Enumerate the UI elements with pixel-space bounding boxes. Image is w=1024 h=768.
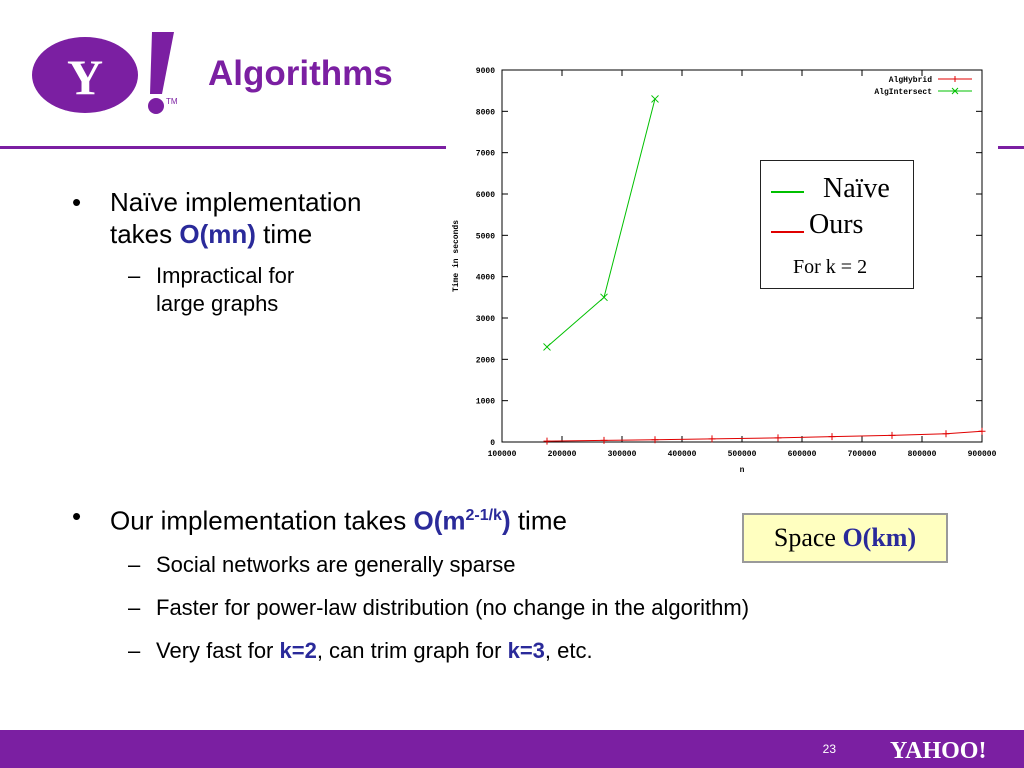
x-tick-label: 200000	[548, 450, 577, 459]
x-tick-label: 400000	[668, 450, 697, 459]
bullet-ours-prefix: Our implementation takes	[110, 505, 414, 536]
y-tick-label: 9000	[476, 67, 495, 76]
data-point	[543, 343, 551, 351]
yahoo-logo: Y! Y TM	[32, 32, 178, 114]
runtime-chart: 0 1000 2000 3000 4000 5000 6000 7000 8000 9000 100…	[452, 67, 997, 475]
y-tick-label: 7000	[476, 150, 495, 159]
x-tick-label: 600000	[788, 450, 817, 459]
bottom-bullets: • Our implementation takes O(m2-1/k) tim…	[72, 500, 749, 665]
x-tick-label: 500000	[728, 450, 757, 459]
series-line-AlgIntersect	[546, 98, 656, 348]
subbullet-impractical: – Impractical for large graphs	[72, 262, 361, 318]
title-rule-left	[0, 146, 446, 149]
bullet-ours-suffix: time	[510, 505, 567, 536]
x-tick-label: 100000	[488, 450, 517, 459]
legend-marker	[951, 87, 959, 95]
data-point	[600, 436, 608, 444]
bullet-ours-close: )	[501, 505, 511, 536]
y-tick-label: 6000	[476, 191, 495, 200]
subbullet-veryfast-suffix: , etc.	[544, 637, 593, 663]
data-point	[600, 293, 608, 302]
page-number: 23	[822, 742, 836, 756]
x-tick-label: 700000	[848, 450, 877, 459]
bullet-ours-exponent: 2-1/k	[465, 507, 502, 524]
y-tick-label: 1000	[476, 398, 495, 407]
space-complexity-box: Space O(km)	[742, 513, 948, 563]
legend-note: For k = 2	[793, 256, 868, 278]
data-point	[543, 437, 551, 445]
data-point	[888, 431, 896, 439]
y-tick-label: 3000	[476, 315, 495, 324]
y-axis-label: Time in seconds	[452, 220, 461, 292]
data-point	[942, 430, 950, 438]
subbullet-impractical-line1: Impractical for	[156, 263, 295, 288]
x-axis-label: n	[740, 466, 745, 475]
data-point	[774, 434, 782, 442]
bullet-naive-line2: takes O(mn) time	[110, 218, 361, 250]
subbullet-veryfast-prefix: Very fast for	[156, 637, 280, 663]
series-line-AlgHybrid	[546, 430, 983, 442]
naive-legend-line	[771, 191, 804, 193]
legend-label: AlgHybrid	[889, 76, 932, 85]
x-tick-label: 900000	[968, 450, 997, 459]
y-tick-label: 2000	[476, 356, 495, 365]
bullet-naive-suffix: time	[255, 219, 313, 249]
y-tick-label: 0	[490, 439, 495, 448]
svg-text:TM: TM	[166, 97, 178, 106]
data-point	[708, 435, 716, 443]
bullet-naive-line1: Naïve implementation	[110, 187, 362, 217]
subbullet-powerlaw: – Faster for power-law distribution (no …	[128, 594, 750, 620]
subbullet-sparse: – Social networks are generally sparse	[128, 551, 516, 577]
subbullet-sparse-text: Social networks are generally sparse	[156, 551, 516, 577]
bullet-naive: • Naïve implementation takes O(mn) time	[72, 187, 362, 250]
bullet-naive-prefix: takes	[110, 219, 180, 249]
slide-title: Algorithms	[208, 54, 393, 93]
top-bullets: • Naïve implementation takes O(mn) time …	[72, 186, 361, 318]
naive-legend-label: Naïve	[823, 173, 890, 204]
subbullet-impractical-line2: large graphs	[156, 291, 279, 316]
footer-yahoo-logo: YAHOO!	[890, 738, 986, 764]
data-point	[651, 436, 659, 444]
y-tick-label: 5000	[476, 232, 495, 241]
y-tick-label: 8000	[476, 108, 495, 117]
bullet-ours: • Our implementation takes O(m2-1/k) tim…	[72, 501, 567, 536]
space-prefix: Space	[773, 523, 843, 552]
footer-bar: 23	[0, 730, 1024, 768]
title-rule-right	[998, 146, 1024, 149]
subbullet-veryfast: – Very fast for k=2, can trim graph for …	[128, 637, 593, 663]
footer-logo-text: YAHOO!	[890, 738, 986, 764]
legend-marker	[952, 76, 958, 82]
data-point	[978, 427, 986, 435]
data-point	[651, 95, 659, 103]
ours-legend-line	[771, 231, 804, 233]
svg-text:Y: Y	[67, 49, 103, 105]
overlay-legend: Naïve Ours For k = 2	[760, 160, 914, 289]
subbullet-powerlaw-text: Faster for power-law distribution (no ch…	[156, 594, 750, 620]
data-point	[828, 433, 836, 441]
subbullet-veryfast-k2: k=2	[279, 637, 317, 663]
bullet-naive-complexity: O(mn)	[179, 219, 256, 249]
ours-legend-label: Ours	[809, 209, 864, 240]
space-complexity: O(km)	[842, 523, 917, 552]
x-tick-label: 800000	[908, 450, 937, 459]
legend-label: AlgIntersect	[874, 88, 932, 97]
y-tick-label: 4000	[476, 274, 495, 283]
x-tick-label: 300000	[608, 450, 637, 459]
bullet-ours-complexity: O(m	[413, 505, 466, 536]
subbullet-veryfast-k3: k=3	[507, 637, 545, 663]
subbullet-veryfast-mid: , can trim graph for	[316, 637, 508, 663]
